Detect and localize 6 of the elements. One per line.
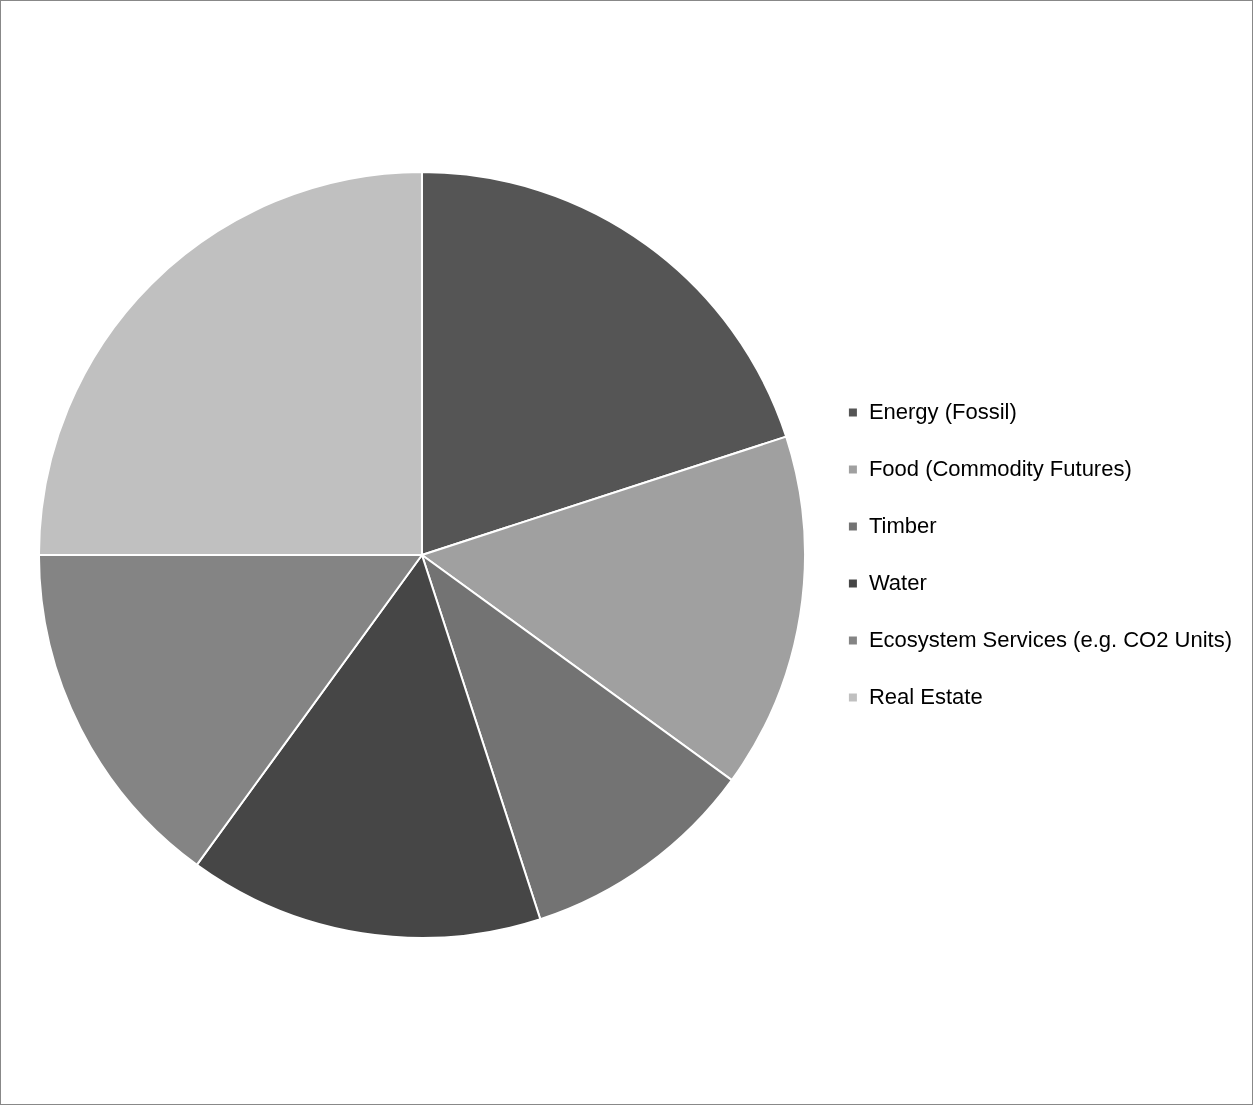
legend-label: Ecosystem Services (e.g. CO2 Units)	[868, 626, 1233, 652]
legend-label: Water	[868, 569, 927, 595]
legend-label: Food (Commodity Futures)	[868, 455, 1132, 481]
legend-label: Real Estate	[868, 683, 983, 709]
legend-label: Timber	[868, 512, 937, 538]
legend-label: Energy (Fossil)	[868, 398, 1017, 424]
